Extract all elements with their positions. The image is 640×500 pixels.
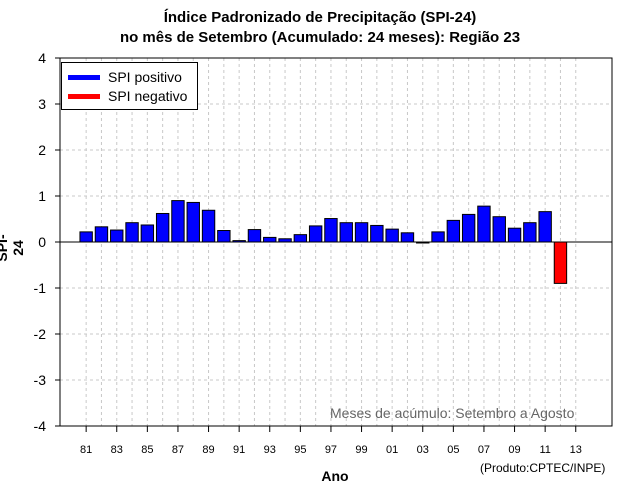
x-tick-label: 83 <box>111 444 123 456</box>
x-tick-label: 81 <box>80 444 92 456</box>
x-axis-label: Ano <box>321 468 349 484</box>
bar-1983 <box>110 229 124 243</box>
bar-1981 <box>79 231 93 243</box>
bar-2007 <box>477 205 491 243</box>
x-tick-label: 87 <box>172 444 184 456</box>
y-tick-label: 4 <box>38 50 46 66</box>
bar-2002 <box>400 232 415 243</box>
bar-1986 <box>155 212 170 243</box>
x-tick-label: 03 <box>417 444 429 456</box>
y-tick-label: -4 <box>34 418 47 434</box>
bar-1992 <box>247 229 262 243</box>
y-tick-label: 3 <box>38 96 46 112</box>
bar-2008 <box>492 216 506 243</box>
bar-1995 <box>293 234 308 243</box>
bar-1996 <box>308 225 323 243</box>
chart-title-line2: no mês de Setembro (Acumulado: 24 meses)… <box>119 29 521 46</box>
chart-title-line1: Índice Padronizado de Precipitação (SPI-… <box>163 9 477 26</box>
bar-2011 <box>538 211 552 243</box>
bar-1985 <box>140 224 155 243</box>
chart-legend: SPI positivo SPI negativo <box>61 62 198 110</box>
bar-1988 <box>186 201 200 243</box>
bar-2010 <box>523 222 537 243</box>
x-tick-label: 95 <box>294 444 306 456</box>
x-tick-label: 01 <box>386 444 398 456</box>
legend-label-positive: SPI positivo <box>108 69 182 85</box>
bar-1989 <box>201 209 216 243</box>
legend-item-negative: SPI negativo <box>68 87 187 105</box>
x-tick-label: 89 <box>202 444 214 456</box>
accumulation-note: Meses de acúmulo: Setembro a Agosto <box>330 405 575 421</box>
bar-2005 <box>446 219 461 243</box>
bar-2006 <box>461 213 476 243</box>
y-tick-label: -2 <box>34 326 47 342</box>
y-tick-label: -1 <box>34 280 47 296</box>
y-axis-label: SPI-24 <box>0 234 26 262</box>
x-tick-label: 11 <box>539 444 550 456</box>
x-tick-label: 97 <box>325 444 337 456</box>
bar-1997 <box>324 218 338 243</box>
bar-2009 <box>507 227 522 243</box>
x-tick-label: 13 <box>570 444 582 456</box>
bar-1990 <box>217 230 231 243</box>
bar-2004 <box>431 231 445 243</box>
legend-label-negative: SPI negativo <box>108 88 188 104</box>
legend-item-positive: SPI positivo <box>68 68 182 86</box>
x-tick-label: 07 <box>478 444 490 456</box>
y-tick-label: 0 <box>38 234 46 250</box>
x-tick-label: 93 <box>264 444 276 456</box>
bar-1999 <box>354 222 369 243</box>
y-tick-label: -3 <box>34 372 47 388</box>
bar-1993 <box>263 236 277 243</box>
legend-swatch-positive <box>68 74 100 80</box>
x-tick-label: 09 <box>508 444 520 456</box>
bar-2000 <box>370 224 384 243</box>
x-tick-label: 05 <box>447 444 459 456</box>
y-tick-label: 2 <box>38 142 46 158</box>
x-tick-label: 85 <box>141 444 153 456</box>
y-tick-label: 1 <box>38 188 46 204</box>
legend-swatch-negative <box>68 93 100 99</box>
product-credit: (Produto:CPTEC/INPE) <box>480 461 606 475</box>
bar-2012 <box>553 241 568 284</box>
bar-2001 <box>385 228 399 243</box>
bar-1984 <box>125 222 139 243</box>
bar-1998 <box>339 222 353 243</box>
bar-1982 <box>94 226 109 243</box>
plot-frame <box>59 57 613 427</box>
bar-1987 <box>171 200 185 243</box>
x-tick-label: 99 <box>355 444 367 456</box>
x-tick-label: 91 <box>233 444 245 456</box>
